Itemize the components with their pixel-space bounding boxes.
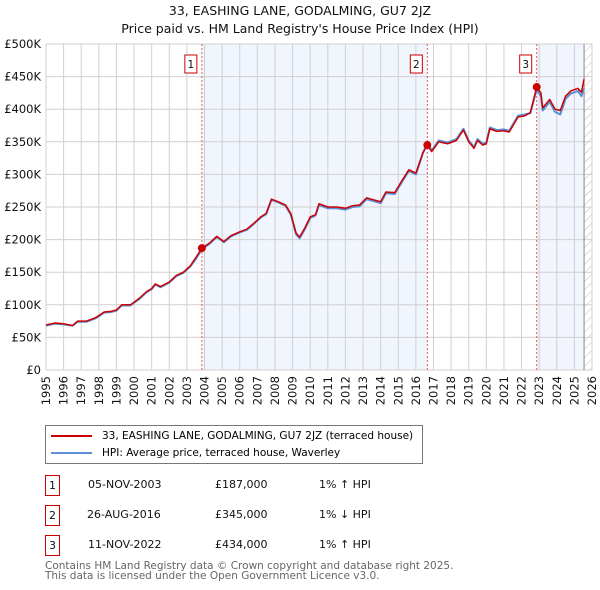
x-tick-label: 2010 — [303, 376, 317, 405]
y-tick-label: £0 — [26, 363, 41, 377]
x-tick-label: 2001 — [145, 376, 159, 405]
sale-label-box — [519, 54, 533, 74]
sale-label-box — [184, 54, 198, 74]
x-tick-label: 2011 — [321, 376, 335, 405]
y-tick-label: £50K — [12, 330, 42, 344]
marker-badge: 3 — [45, 535, 60, 556]
y-tick-label: £150K — [4, 265, 41, 279]
x-tick-label: 2024 — [550, 376, 564, 405]
sale-label: 1 — [188, 59, 195, 71]
chart-title: 33, EASHING LANE, GODALMING, GU7 2JZ — [168, 3, 432, 18]
transaction-date: 26-AUG-2016 — [87, 508, 161, 521]
marker-badge: 1 — [45, 475, 60, 496]
transaction-date: 05-NOV-2003 — [88, 478, 162, 491]
red-line-swatch — [51, 435, 92, 437]
x-tick-label: 2005 — [215, 376, 229, 405]
sale-point — [197, 244, 206, 253]
legend-label: HPI: Average price, terraced house, Wave… — [102, 447, 341, 459]
x-tick-label: 2013 — [356, 376, 370, 405]
blue-line-swatch — [51, 452, 92, 454]
footer: Contains HM Land Registry data © Crown c… — [45, 560, 454, 582]
x-tick-label: 2007 — [250, 376, 264, 405]
y-tick-label: £350K — [4, 135, 41, 149]
transaction-price: £434,000 — [215, 538, 268, 551]
y-tick-label: £100K — [4, 298, 41, 312]
y-tick-label: £300K — [4, 167, 41, 181]
copyright-text: Contains HM Land Registry data © Crown c… — [45, 560, 454, 572]
sale-point — [532, 83, 541, 92]
y-tick-label: £200K — [4, 233, 41, 247]
x-tick-label: 1996 — [57, 376, 71, 405]
x-tick-label: 2003 — [180, 376, 194, 405]
x-tick-label: 1998 — [92, 376, 106, 405]
x-tick-label: 2017 — [426, 376, 440, 405]
x-tick-label: 1999 — [109, 376, 123, 405]
transaction-hpi: 1% ↑ HPI — [319, 478, 371, 491]
legend-item-hpi: HPI: Average price, terraced house, Wave… — [51, 447, 340, 459]
sale-label-box — [409, 54, 423, 74]
x-tick-label: 2004 — [198, 376, 212, 405]
y-tick-label: £450K — [4, 70, 41, 84]
x-tick-label: 2012 — [338, 376, 352, 405]
x-tick-label: 2006 — [233, 376, 247, 405]
x-tick-label: 2002 — [162, 376, 176, 405]
sale-point — [423, 141, 432, 150]
x-tick-label: 1997 — [74, 376, 88, 405]
x-tick-label: 2023 — [532, 376, 546, 405]
x-tick-label: 2014 — [374, 376, 388, 405]
x-tick-label: 1995 — [39, 376, 53, 405]
x-tick-label: 2008 — [268, 376, 282, 405]
sale-label: 3 — [522, 59, 529, 71]
chart-subtitle: Price paid vs. HM Land Registry's House … — [121, 21, 479, 36]
x-tick-label: 2016 — [409, 376, 423, 405]
x-tick-label: 2018 — [444, 376, 458, 405]
sale-label: 2 — [413, 59, 420, 71]
x-tick-label: 2020 — [479, 376, 493, 405]
x-tick-label: 2026 — [585, 376, 599, 405]
x-tick-label: 2025 — [567, 376, 581, 405]
y-tick-label: £500K — [4, 37, 41, 51]
x-tick-label: 2021 — [497, 376, 511, 405]
legend-label: 33, EASHING LANE, GODALMING, GU7 2JZ (te… — [102, 430, 414, 442]
transaction-price: £187,000 — [215, 478, 268, 491]
transaction-date: 11-NOV-2022 — [88, 538, 162, 551]
licence-text: This data is licensed under the Open Gov… — [45, 570, 380, 582]
legend-item-property: 33, EASHING LANE, GODALMING, GU7 2JZ (te… — [51, 430, 413, 442]
transaction-price: £345,000 — [215, 508, 268, 521]
x-tick-label: 2000 — [127, 376, 141, 405]
x-tick-label: 2009 — [286, 376, 300, 405]
marker-badge: 2 — [45, 505, 60, 526]
x-tick-label: 2022 — [515, 376, 529, 405]
x-tick-label: 2015 — [391, 376, 405, 405]
x-tick-label: 2019 — [462, 376, 476, 405]
legend: 33, EASHING LANE, GODALMING, GU7 2JZ (te… — [45, 425, 423, 464]
y-tick-label: £400K — [4, 102, 41, 116]
price-paid-line — [45, 79, 585, 327]
transaction-hpi: 1% ↑ HPI — [319, 538, 371, 551]
price-chart: 1995 1996 1997 1998 1999 2000 2001 2002 2003 2004… — [4, 37, 599, 405]
transaction-hpi: 1% ↓ HPI — [319, 508, 371, 521]
y-tick-label: £250K — [4, 200, 41, 214]
